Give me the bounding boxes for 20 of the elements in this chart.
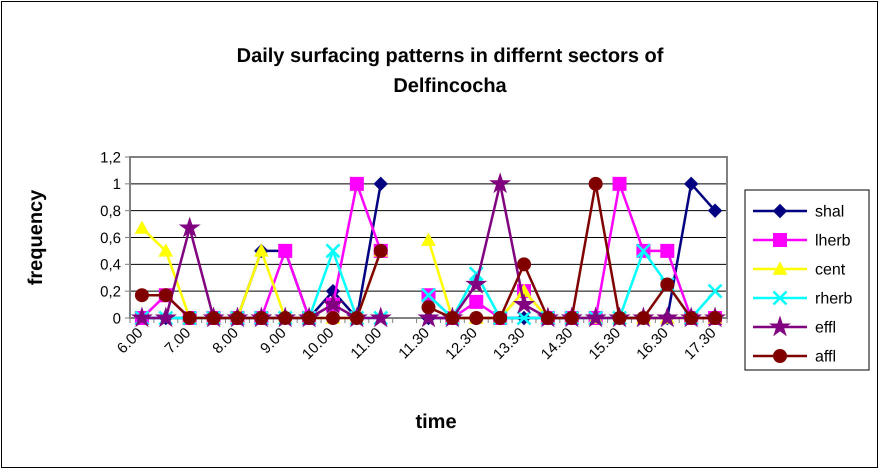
y-tick-label: 0	[112, 310, 121, 328]
x-tick-label: 8.00	[209, 324, 242, 358]
legend-label: rherb	[815, 290, 852, 308]
legend-label: affl	[815, 348, 836, 366]
y-tick-label: 0,4	[100, 256, 121, 274]
y-tick-label: 1	[112, 176, 121, 194]
y-tick-label: 0,6	[100, 230, 121, 247]
y-tick-label: 0,8	[100, 202, 121, 220]
legend-label: effl	[815, 320, 836, 337]
y-tick-label: 1,2	[100, 149, 121, 166]
x-tick-label: 9.00	[257, 324, 290, 358]
legend-label: lherb	[815, 232, 851, 250]
x-axis-title: time	[415, 411, 457, 433]
legend-label: shal	[815, 204, 844, 221]
x-tick-label: 7.00	[162, 324, 194, 358]
chart-title: Daily surfacing patterns in differnt sectors of Delfincocha	[236, 45, 664, 97]
legend-label: cent	[815, 262, 846, 279]
x-tick-label: 6.00	[114, 324, 146, 358]
y-tick-label: 0,2	[100, 283, 121, 300]
y-axis-title: frequency	[25, 188, 47, 286]
